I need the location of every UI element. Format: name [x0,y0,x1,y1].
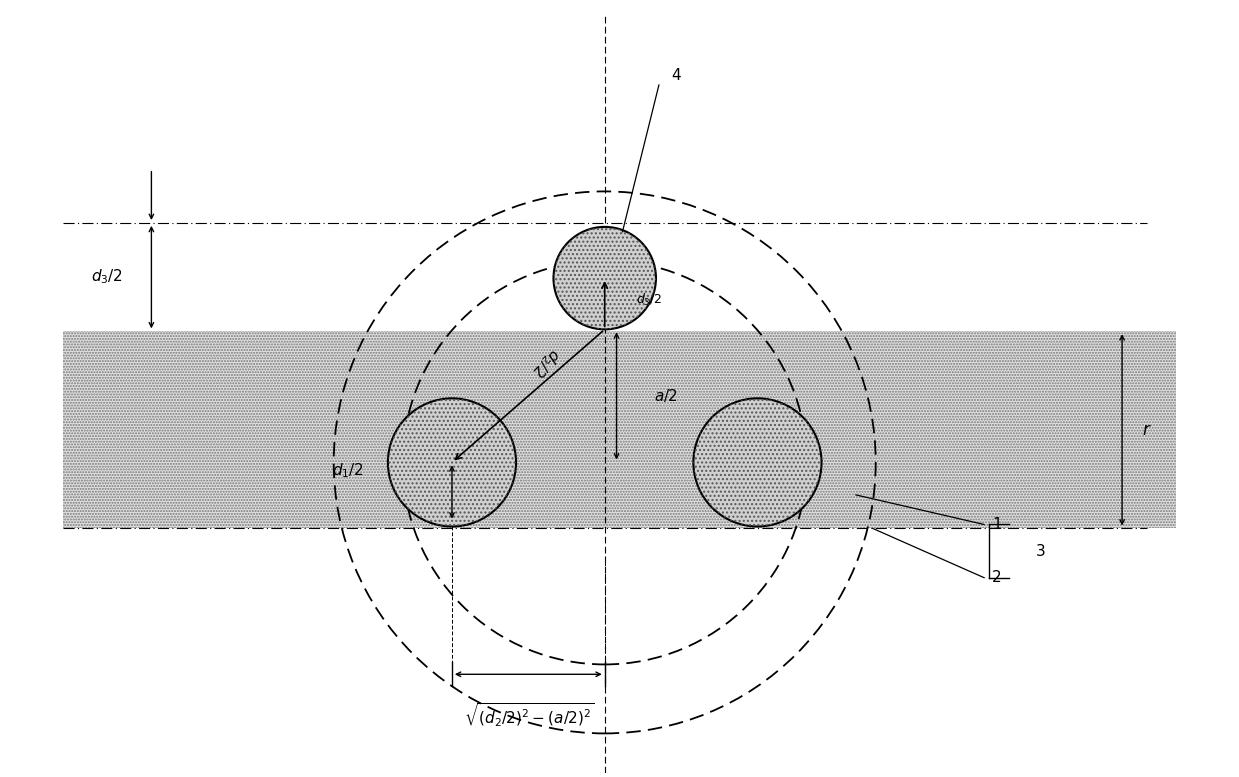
Circle shape [694,399,821,527]
Text: $r$: $r$ [1142,421,1151,439]
Circle shape [554,227,655,329]
Text: $d_1/2$: $d_1/2$ [332,461,363,479]
Bar [63,331,1176,528]
Text: 2: 2 [992,570,1001,585]
Text: $d_3/2$: $d_3/2$ [637,291,663,308]
Circle shape [388,399,515,527]
Text: 3: 3 [1036,544,1046,559]
Bar [63,331,1176,528]
Text: $d_2/2$: $d_2/2$ [528,343,564,379]
Text: 4: 4 [670,68,680,82]
Text: $\sqrt{(d_2/2)^2-(a/2)^2}$: $\sqrt{(d_2/2)^2-(a/2)^2}$ [463,702,595,729]
Text: $d_3/2$: $d_3/2$ [92,268,123,287]
Text: 1: 1 [992,517,1001,532]
Text: $a/2$: $a/2$ [654,388,678,404]
